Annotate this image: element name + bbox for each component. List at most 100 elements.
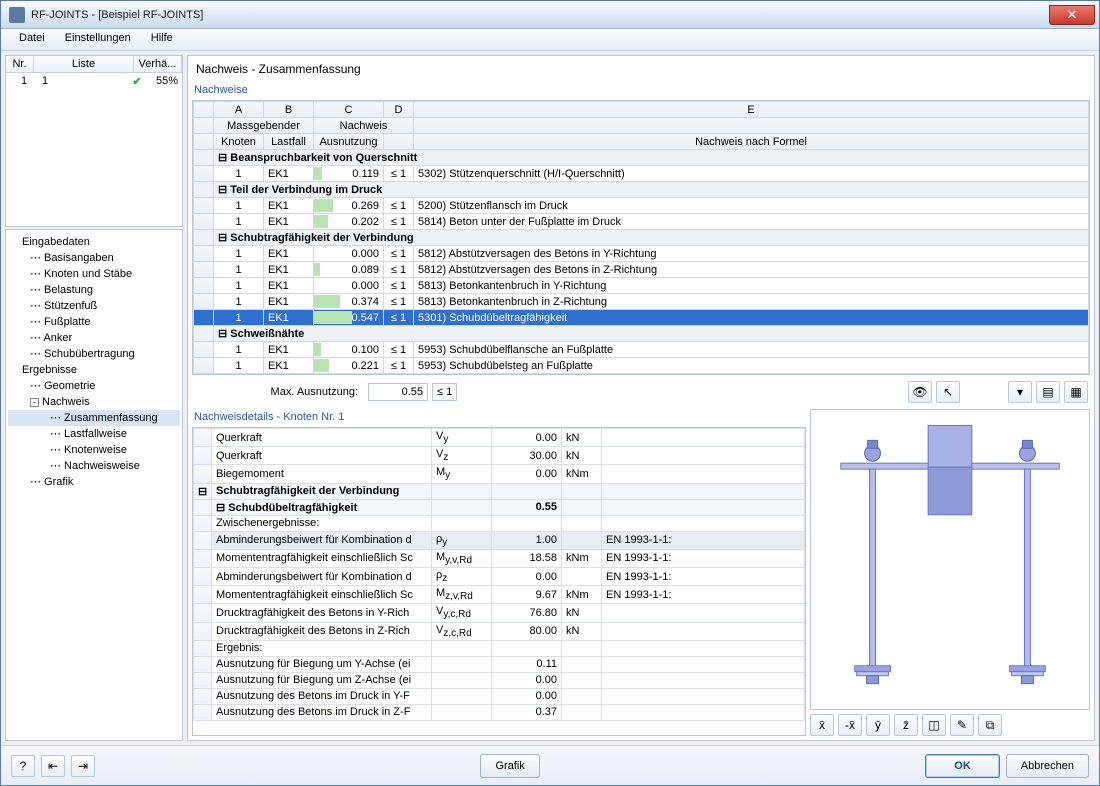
max-value[interactable] bbox=[368, 383, 428, 401]
titlebar: RF-JOINTS - [Beispiel RF-JOINTS] ✕ bbox=[1, 1, 1099, 29]
table-row[interactable]: 1EK10.269≤ 15200) Stützenflansch im Druc… bbox=[194, 198, 1089, 214]
tree-item[interactable]: ⋯ Belastung bbox=[8, 282, 180, 298]
right-column: Nachweis - Zusammenfassung Nachweise ABC… bbox=[187, 55, 1095, 741]
details-scroll[interactable]: QuerkraftVy0.00kNQuerkraftVz30.00kNBiege… bbox=[192, 427, 806, 736]
detail-row[interactable]: BiegemomentMy0.00kNm bbox=[194, 465, 805, 483]
detail-row[interactable]: Zwischenergebnisse: bbox=[194, 515, 805, 531]
details-title: Nachweisdetails - Knoten Nr. 1 bbox=[192, 409, 806, 427]
tree-item[interactable]: ⋯ Lastfallweise bbox=[8, 426, 180, 442]
check-icon: ✔ bbox=[130, 75, 144, 88]
tree-item[interactable]: ⋯ Anker bbox=[8, 330, 180, 346]
table-row[interactable]: 1EK10.100≤ 15953) Schubdübelflansche an … bbox=[194, 342, 1089, 358]
detail-row[interactable]: Ausnutzung des Betons im Druck in Z-F0.3… bbox=[194, 704, 805, 720]
content: Nr. Liste Verhä... 1 1 ✔ 55% Eingabedate… bbox=[1, 51, 1099, 745]
details-panel: Nachweisdetails - Knoten Nr. 1 Querkraft… bbox=[192, 409, 806, 736]
tree-item[interactable]: ⋯ Geometrie bbox=[8, 378, 180, 394]
max-row: Max. Ausnutzung: ≤ 1 👁 ↖ ▾ ▤ ▦ bbox=[192, 375, 1090, 409]
detail-row[interactable]: Abminderungsbeiwert für Kombination dρz0… bbox=[194, 567, 805, 585]
detail-row[interactable]: Abminderungsbeiwert für Kombination dρy1… bbox=[194, 531, 805, 549]
window: RF-JOINTS - [Beispiel RF-JOINTS] ✕ Datei… bbox=[0, 0, 1100, 786]
col-verh[interactable]: Verhä... bbox=[134, 56, 182, 72]
chart-icon[interactable]: ▤ bbox=[1036, 381, 1060, 403]
tree-item[interactable]: ⋯ Grafik bbox=[8, 474, 180, 490]
max-le: ≤ 1 bbox=[432, 383, 457, 401]
tree-item[interactable]: Eingabedaten bbox=[8, 234, 180, 250]
table-row[interactable]: 1EK10.119≤ 15302) Stützenquerschnitt (H/… bbox=[194, 166, 1089, 182]
tree-item[interactable]: ⋯ Schubübertragung bbox=[8, 346, 180, 362]
menu-hilfe[interactable]: Hilfe bbox=[141, 29, 183, 50]
window-title: RF-JOINTS - [Beispiel RF-JOINTS] bbox=[31, 9, 1049, 21]
pointer-icon[interactable]: ↖ bbox=[936, 381, 960, 403]
main-title: Nachweis - Zusammenfassung bbox=[192, 60, 1090, 82]
lower-area: Nachweisdetails - Knoten Nr. 1 Querkraft… bbox=[192, 409, 1090, 736]
filter-icon[interactable]: ▾ bbox=[1008, 381, 1032, 403]
ok-button[interactable]: OK bbox=[925, 754, 1000, 778]
prev-icon[interactable]: ⇤ bbox=[41, 755, 65, 777]
nachweise-table: ABCDEMassgebenderNachweisKnotenLastfallA… bbox=[193, 101, 1089, 374]
row-pct: 55% bbox=[144, 75, 178, 88]
detail-row[interactable]: Ausnutzung für Biegung um Y-Achse (ei0.1… bbox=[194, 656, 805, 672]
tree-item[interactable]: ⋯ Fußplatte bbox=[8, 314, 180, 330]
view-copy-icon[interactable]: ⧉ bbox=[978, 714, 1002, 736]
col-nr[interactable]: Nr. bbox=[6, 56, 34, 72]
help-icon[interactable]: ? bbox=[11, 755, 35, 777]
row-nr: 1 bbox=[10, 75, 38, 88]
table-row[interactable]: 1EK10.000≤ 15813) Betonkantenbruch in Y-… bbox=[194, 278, 1089, 294]
table-row[interactable]: 1EK10.374≤ 15813) Betonkantenbruch in Z-… bbox=[194, 294, 1089, 310]
detail-row[interactable]: Drucktragfähigkeit des Betons in Z-RichV… bbox=[194, 622, 805, 640]
menu-datei[interactable]: Datei bbox=[9, 29, 55, 50]
detail-row[interactable]: Ergebnis: bbox=[194, 640, 805, 656]
model-svg bbox=[811, 410, 1089, 709]
detail-row[interactable]: Ausnutzung für Biegung um Z-Achse (ei0.0… bbox=[194, 672, 805, 688]
tree-item[interactable]: ⋯ Stützenfuß bbox=[8, 298, 180, 314]
cancel-button[interactable]: Abbrechen bbox=[1006, 754, 1089, 778]
group-label: Nachweise bbox=[192, 82, 1090, 100]
app-icon bbox=[9, 7, 25, 23]
tree-item[interactable]: ⋯ Nachweisweise bbox=[8, 458, 180, 474]
menu-einstellungen[interactable]: Einstellungen bbox=[55, 29, 141, 50]
detail-row[interactable]: Drucktragfähigkeit des Betons in Y-RichV… bbox=[194, 604, 805, 622]
close-button[interactable]: ✕ bbox=[1049, 5, 1095, 25]
table-row[interactable]: 1EK10.000≤ 15812) Abstützversagen des Be… bbox=[194, 246, 1089, 262]
export-icon[interactable]: ▦ bbox=[1064, 381, 1088, 403]
detail-row[interactable]: QuerkraftVy0.00kN bbox=[194, 429, 805, 447]
view-x-icon[interactable]: x̄ bbox=[810, 714, 834, 736]
list-panel: Nr. Liste Verhä... 1 1 ✔ 55% bbox=[5, 55, 183, 227]
col-liste[interactable]: Liste bbox=[34, 56, 134, 72]
tree-item[interactable]: ⋯ Basisangaben bbox=[8, 250, 180, 266]
view-y-icon[interactable]: ȳ bbox=[866, 714, 890, 736]
view-neg-x-icon[interactable]: -x̄ bbox=[838, 714, 862, 736]
table-row[interactable]: 1EK10.221≤ 15953) Schubdübelsteg an Fußp… bbox=[194, 358, 1089, 374]
tree-item[interactable]: Ergebnisse bbox=[8, 362, 180, 378]
viewer-3d[interactable] bbox=[810, 409, 1090, 710]
max-label: Max. Ausnutzung: bbox=[194, 386, 364, 398]
view-z-icon[interactable]: z̄ bbox=[894, 714, 918, 736]
detail-row[interactable]: QuerkraftVz30.00kN bbox=[194, 447, 805, 465]
table-row[interactable]: 1EK10.547≤ 15301) Schubdübeltragfähigkei… bbox=[194, 310, 1089, 326]
detail-row[interactable]: Momententragfähigkeit einschließlich ScM… bbox=[194, 586, 805, 604]
tree-item[interactable]: -Nachweis bbox=[8, 394, 180, 410]
detail-row[interactable]: ⊟Schubtragfähigkeit der Verbindung bbox=[194, 483, 805, 499]
row-liste: 1 bbox=[38, 75, 130, 88]
nav-tree: Eingabedaten⋯ Basisangaben⋯ Knoten und S… bbox=[5, 229, 183, 741]
viewer-toolbar: x̄ -x̄ ȳ z̄ ◫ ✎ ⧉ bbox=[810, 710, 1090, 736]
table-row[interactable]: 1EK10.089≤ 15812) Abstützversagen des Be… bbox=[194, 262, 1089, 278]
grafik-button[interactable]: Grafik bbox=[480, 754, 539, 778]
nachweise-table-wrap: ABCDEMassgebenderNachweisKnotenLastfallA… bbox=[192, 100, 1090, 375]
tree-item[interactable]: ⋯ Knotenweise bbox=[8, 442, 180, 458]
detail-row[interactable]: ⊟ Schubdübeltragfähigkeit0.55 bbox=[194, 499, 805, 515]
tree-item[interactable]: ⋯ Knoten und Stäbe bbox=[8, 266, 180, 282]
tree-item[interactable]: ⋯ Zusammenfassung bbox=[8, 410, 180, 426]
view-iso-icon[interactable]: ◫ bbox=[922, 714, 946, 736]
view-print-icon[interactable]: ✎ bbox=[950, 714, 974, 736]
detail-row[interactable]: Ausnutzung des Betons im Druck in Y-F0.0… bbox=[194, 688, 805, 704]
list-row[interactable]: 1 1 ✔ 55% bbox=[6, 73, 182, 90]
viewer-panel: x̄ -x̄ ȳ z̄ ◫ ✎ ⧉ bbox=[810, 409, 1090, 736]
next-icon[interactable]: ⇥ bbox=[71, 755, 95, 777]
eye-icon[interactable]: 👁 bbox=[908, 381, 932, 403]
table-row[interactable]: 1EK10.202≤ 15814) Beton unter der Fußpla… bbox=[194, 214, 1089, 230]
detail-row[interactable]: Momententragfähigkeit einschließlich ScM… bbox=[194, 549, 805, 567]
details-table: QuerkraftVy0.00kNQuerkraftVz30.00kNBiege… bbox=[193, 428, 805, 721]
menubar: Datei Einstellungen Hilfe bbox=[1, 29, 1099, 51]
footer: ? ⇤ ⇥ Grafik OK Abbrechen bbox=[1, 745, 1099, 785]
